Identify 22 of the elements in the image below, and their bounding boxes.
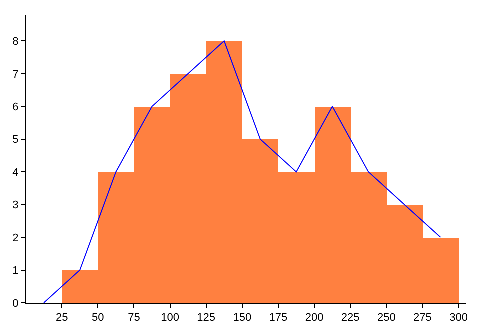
x-tick-label: 250 bbox=[377, 312, 396, 324]
x-tick-label: 150 bbox=[233, 312, 252, 324]
line-series bbox=[44, 40, 442, 303]
x-tick-label: 75 bbox=[128, 312, 140, 324]
y-tick-label: 0 bbox=[12, 298, 19, 310]
y-tick-label: 3 bbox=[12, 200, 19, 212]
y-tick-label: 5 bbox=[12, 134, 19, 146]
x-tick-label: 300 bbox=[450, 312, 468, 324]
x-tick-label: 275 bbox=[414, 312, 432, 324]
y-tick-label: 7 bbox=[12, 68, 19, 81]
x-tick-label: 200 bbox=[305, 312, 324, 324]
y-tick-label: 8 bbox=[12, 36, 19, 48]
y-tick-label: 4 bbox=[12, 166, 19, 179]
y-tick-label: 1 bbox=[12, 265, 19, 278]
x-tick-label: 50 bbox=[92, 312, 104, 324]
y-tick-label: 6 bbox=[12, 101, 19, 114]
x-tick-label: 25 bbox=[56, 312, 68, 324]
x-tick-label: 225 bbox=[341, 312, 360, 324]
x-tick-label: 100 bbox=[161, 312, 180, 324]
x-tick-label: 125 bbox=[197, 312, 216, 324]
y-tick-label: 2 bbox=[12, 232, 19, 244]
x-tick-label: 175 bbox=[269, 312, 288, 324]
